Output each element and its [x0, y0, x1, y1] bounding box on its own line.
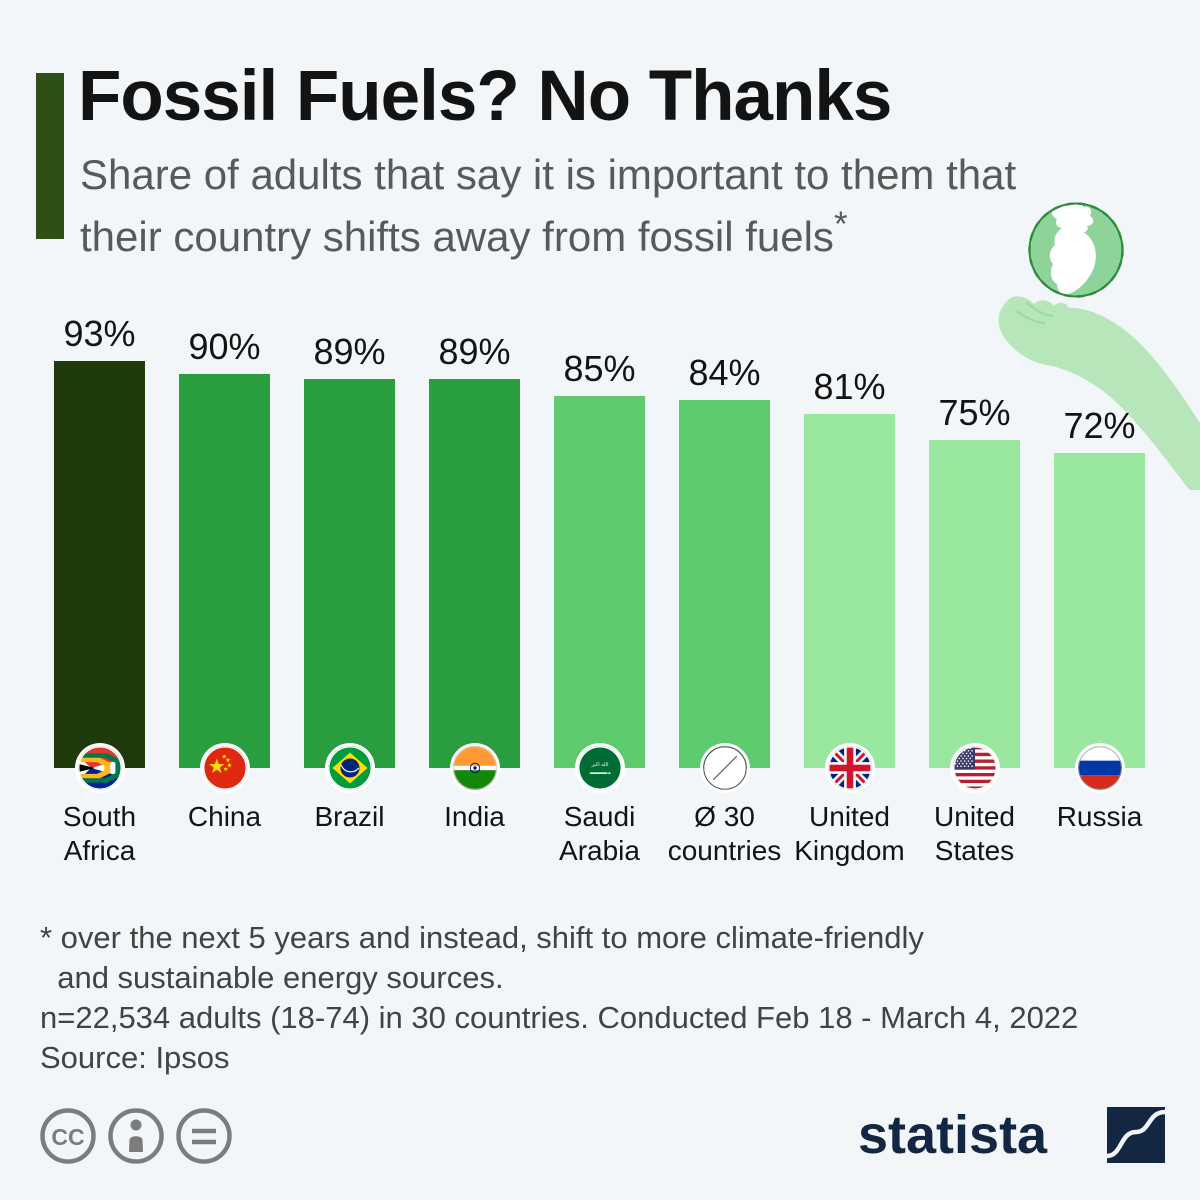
- svg-text:CC: CC: [51, 1124, 84, 1150]
- svg-text:statista: statista: [858, 1105, 1048, 1165]
